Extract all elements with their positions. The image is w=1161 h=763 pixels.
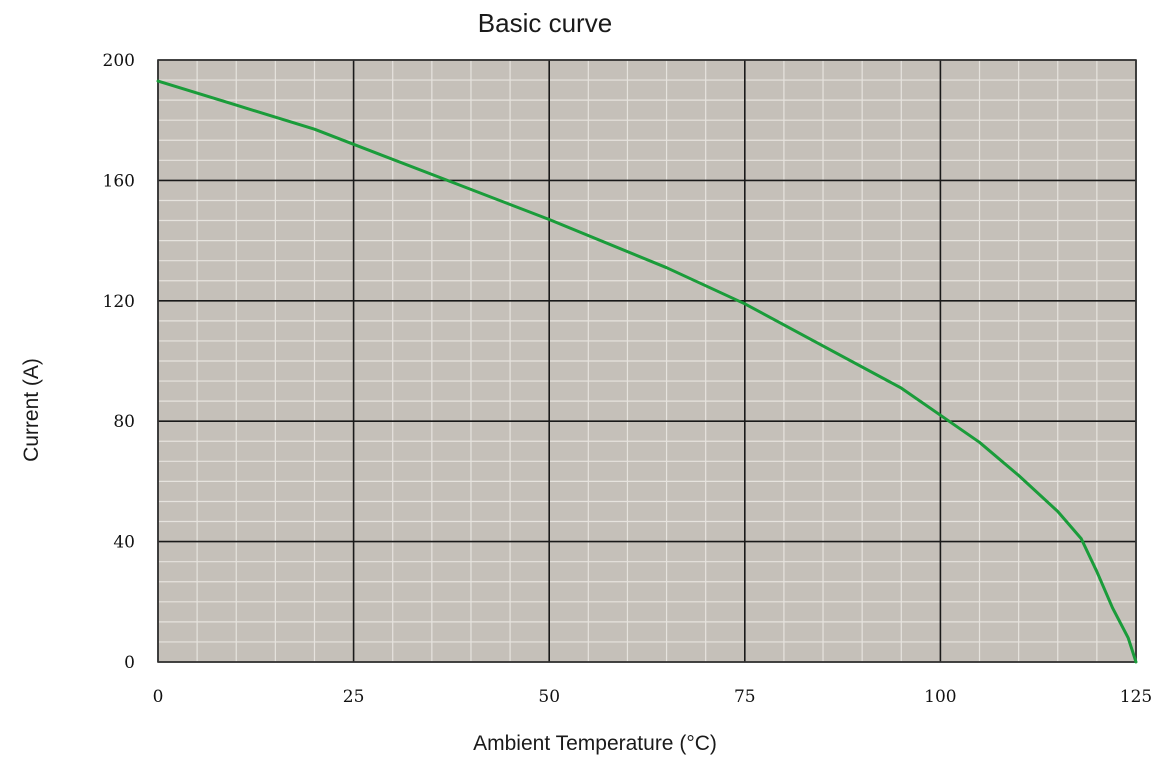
x-tick-label: 100 xyxy=(924,687,956,707)
y-tick-label: 40 xyxy=(113,533,135,553)
x-tick-label: 0 xyxy=(153,687,164,707)
series-line xyxy=(156,79,1138,664)
x-tick-labels: 0 25 50 75 100 125 xyxy=(153,687,1153,707)
plot-frame xyxy=(157,59,1137,663)
y-tick-label: 120 xyxy=(103,292,135,312)
x-tick-label: 50 xyxy=(538,687,560,707)
y-tick-label: 0 xyxy=(124,653,135,673)
x-tick-label: 25 xyxy=(343,687,365,707)
x-tick-label: 125 xyxy=(1120,687,1152,707)
chart-title: Basic curve xyxy=(477,8,613,38)
series-layer xyxy=(156,79,1138,664)
y-tick-label: 200 xyxy=(103,51,135,71)
y-tick-label: 80 xyxy=(113,412,135,432)
x-tick-label: 75 xyxy=(734,687,756,707)
y-tick-label: 160 xyxy=(103,171,135,191)
y-tick-labels: 0 40 80 120 160 200 xyxy=(103,51,135,673)
x-axis-label: Ambient Temperature (°C) xyxy=(473,732,717,755)
